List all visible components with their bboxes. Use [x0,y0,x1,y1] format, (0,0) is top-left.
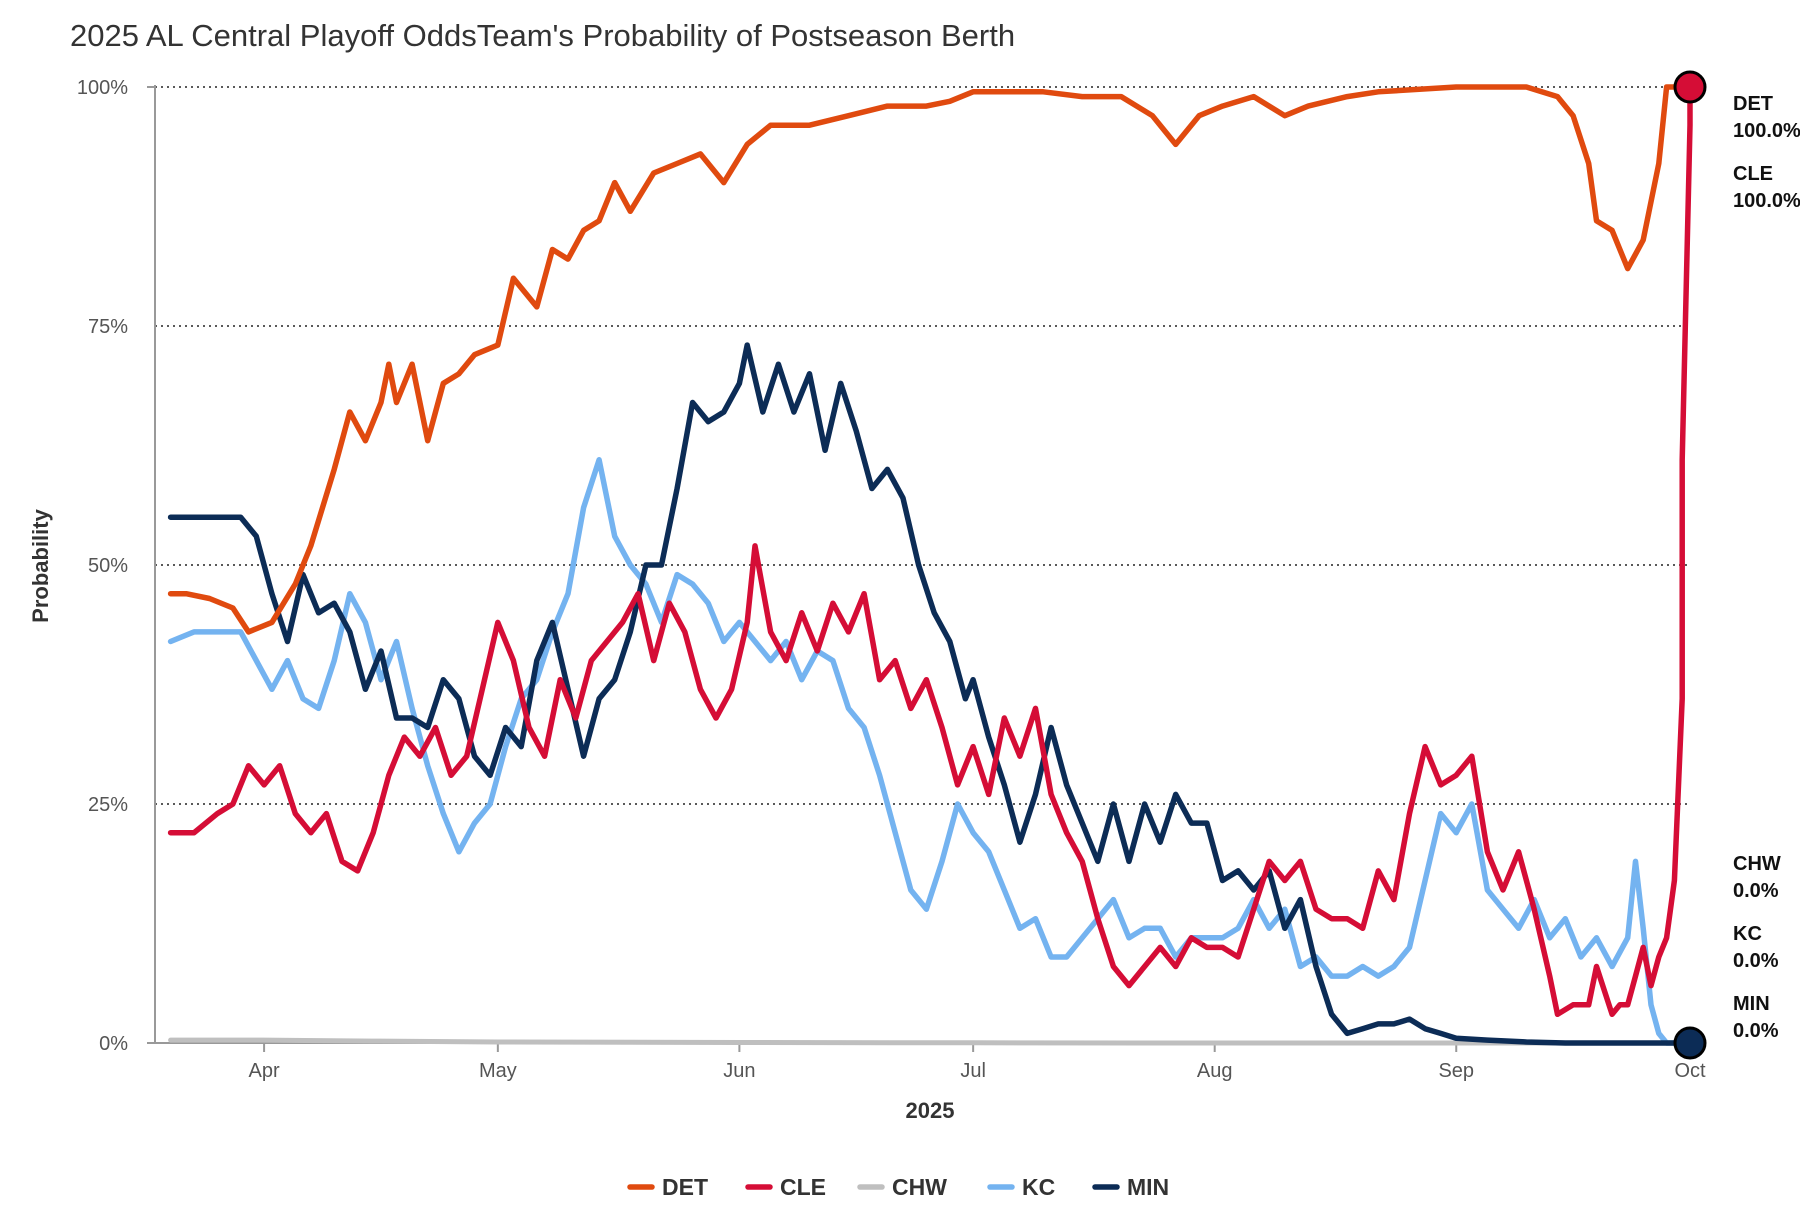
end-markers [1673,70,1707,1060]
legend-label: KC [1022,1174,1055,1200]
y-tick-label: 75% [88,316,128,338]
end-label-value-chw: 0.0% [1733,880,1779,902]
legend-item-kc[interactable]: KC [987,1174,1055,1200]
series-line-kc [167,457,1693,1046]
legend-label: DET [662,1174,708,1200]
x-tick-label: Apr [249,1060,280,1082]
end-label-value-min: 0.0% [1733,1020,1779,1042]
end-label-value-det: 100.0% [1733,120,1800,142]
end-label-name-min: MIN [1733,993,1770,1015]
chart-title: 2025 AL Central Playoff OddsTeam's Proba… [70,18,1015,53]
end-label-name-cle: CLE [1733,163,1773,185]
y-tick-label: 100% [77,77,128,99]
x-tick-label: Jun [723,1060,755,1082]
end-label-name-chw: CHW [1733,853,1781,875]
x-tick-label: Oct [1674,1060,1706,1082]
y-tick-label: 25% [88,794,128,816]
y-tick-label: 0% [99,1033,128,1055]
y-axis-title: Probability [28,508,53,622]
legend-item-det[interactable]: DET [627,1174,708,1200]
x-tick-label: Jul [960,1060,986,1082]
end-marker-cle [1673,70,1707,104]
series-line-min [167,342,1693,1046]
gridlines [155,86,1690,805]
legend-label: CHW [892,1174,947,1200]
x-tick-label: Sep [1438,1060,1474,1082]
x-tick-label: May [479,1060,517,1082]
end-label-name-det: DET [1733,93,1773,115]
series-line-chw [168,1037,1693,1046]
legend-item-cle[interactable]: CLE [745,1174,826,1200]
legend: DET CLE CHW KC MIN [627,1174,1169,1200]
legend-label: CLE [780,1174,826,1200]
legend-label: MIN [1127,1174,1169,1200]
axes: 0% 25% 50% 75% 100% Apr May Jun Jul Aug Sep Oct [77,77,1706,1082]
end-label-value-kc: 0.0% [1733,950,1779,972]
end-label-value-cle: 100.0% [1733,190,1800,212]
x-axis-title: 2025 [906,1098,955,1123]
end-labels: DET 100.0% CLE 100.0% CHW 0.0% KC 0.0% MIN 0.0% [1733,93,1800,1042]
series-line-cle [167,84,1693,1018]
end-marker-min [1673,1026,1707,1060]
end-label-name-kc: KC [1733,923,1762,945]
series-lines [167,84,1693,1046]
legend-item-chw[interactable]: CHW [857,1174,947,1200]
x-tick-label: Aug [1197,1060,1233,1082]
y-tick-label: 50% [88,555,128,577]
legend-item-min[interactable]: MIN [1092,1174,1169,1200]
series-line-det [167,84,1693,635]
